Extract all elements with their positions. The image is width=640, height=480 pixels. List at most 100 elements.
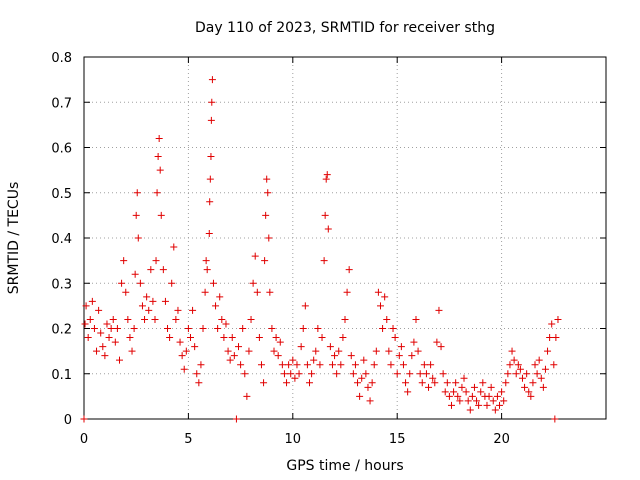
data-point <box>391 334 399 342</box>
data-point <box>408 352 416 360</box>
data-point <box>107 325 115 332</box>
data-point <box>206 198 214 206</box>
data-point <box>335 347 343 355</box>
data-point <box>101 352 109 360</box>
x-tick-label: 0 <box>80 432 88 447</box>
data-point <box>500 397 508 405</box>
data-point <box>389 325 397 332</box>
data-point <box>324 225 332 233</box>
data-point <box>470 383 478 391</box>
data-point <box>306 379 314 387</box>
data-point <box>491 406 499 414</box>
axis-ticks: 0 0.1 0.2 0.3 0.4 0.5 0.6 0.7 0.8 0 5 10 15 20 <box>51 51 606 447</box>
data-point <box>86 315 94 323</box>
data-point <box>239 325 247 332</box>
data-point <box>222 320 230 328</box>
data-point <box>393 370 401 378</box>
y-tick-label: 0.5 <box>51 187 72 202</box>
data-point <box>512 370 520 378</box>
data-point <box>138 302 146 310</box>
data-point <box>356 392 364 400</box>
data-point <box>460 374 468 382</box>
grid <box>84 57 606 419</box>
data-point <box>111 338 119 346</box>
data-point <box>514 361 522 369</box>
data-point <box>368 379 376 387</box>
data-point <box>301 302 309 310</box>
data-point <box>118 279 126 287</box>
data-point <box>220 334 228 342</box>
x-tick-label: 20 <box>493 432 510 447</box>
data-point <box>429 374 437 382</box>
data-point <box>431 379 439 387</box>
data-point <box>321 211 329 219</box>
data-point <box>376 302 384 310</box>
data-point <box>485 392 493 400</box>
data-point <box>81 320 89 328</box>
data-point <box>180 365 188 373</box>
data-point <box>535 356 543 364</box>
data-point <box>435 306 443 314</box>
data-point <box>383 315 391 323</box>
data-point <box>439 370 447 378</box>
data-point <box>278 361 286 369</box>
data-point <box>295 370 303 378</box>
data-point <box>280 370 288 378</box>
data-point <box>82 302 90 310</box>
data-point <box>322 175 330 183</box>
data-point <box>493 392 501 400</box>
data-point <box>147 266 155 274</box>
data-point <box>261 257 269 265</box>
data-point <box>533 370 541 378</box>
data-point <box>418 379 426 387</box>
data-point <box>462 388 470 396</box>
data-point <box>136 279 144 287</box>
data-point <box>420 361 428 369</box>
data-point <box>331 352 339 360</box>
data-point <box>552 334 560 342</box>
data-point <box>251 252 259 260</box>
data-point <box>468 392 476 400</box>
data-point <box>287 370 295 378</box>
data-point <box>132 211 140 219</box>
data-point <box>201 288 209 296</box>
data-point <box>172 315 180 323</box>
data-point <box>103 320 111 328</box>
x-tick-label: 10 <box>285 432 302 447</box>
data-point <box>343 288 351 296</box>
data-point <box>498 388 506 396</box>
data-point <box>189 306 197 314</box>
data-point <box>264 189 272 197</box>
data-point <box>166 334 174 342</box>
data-point <box>310 356 318 364</box>
data-point <box>80 415 88 423</box>
y-tick-label: 0.7 <box>51 96 72 111</box>
data-point <box>186 334 194 342</box>
data-point <box>354 379 362 387</box>
data-point <box>303 361 311 369</box>
data-point <box>253 288 261 296</box>
data-point <box>152 257 160 265</box>
data-point <box>326 343 334 351</box>
data-point <box>178 352 186 360</box>
data-point <box>447 401 455 409</box>
data-point <box>345 266 353 274</box>
data-point <box>433 338 441 346</box>
data-point <box>156 166 164 174</box>
data-point <box>531 361 539 369</box>
data-point <box>422 370 430 378</box>
data-point <box>182 347 190 355</box>
data-point <box>328 361 336 369</box>
data-point <box>99 343 107 351</box>
data-point <box>289 356 297 364</box>
data-point <box>224 347 232 355</box>
data-point <box>260 379 268 387</box>
data-point <box>349 370 357 378</box>
data-point <box>395 352 403 360</box>
data-point <box>550 361 558 369</box>
data-point <box>95 306 103 314</box>
data-point <box>320 257 328 265</box>
data-point <box>241 370 249 378</box>
data-point <box>337 361 345 369</box>
data-point <box>316 361 324 369</box>
